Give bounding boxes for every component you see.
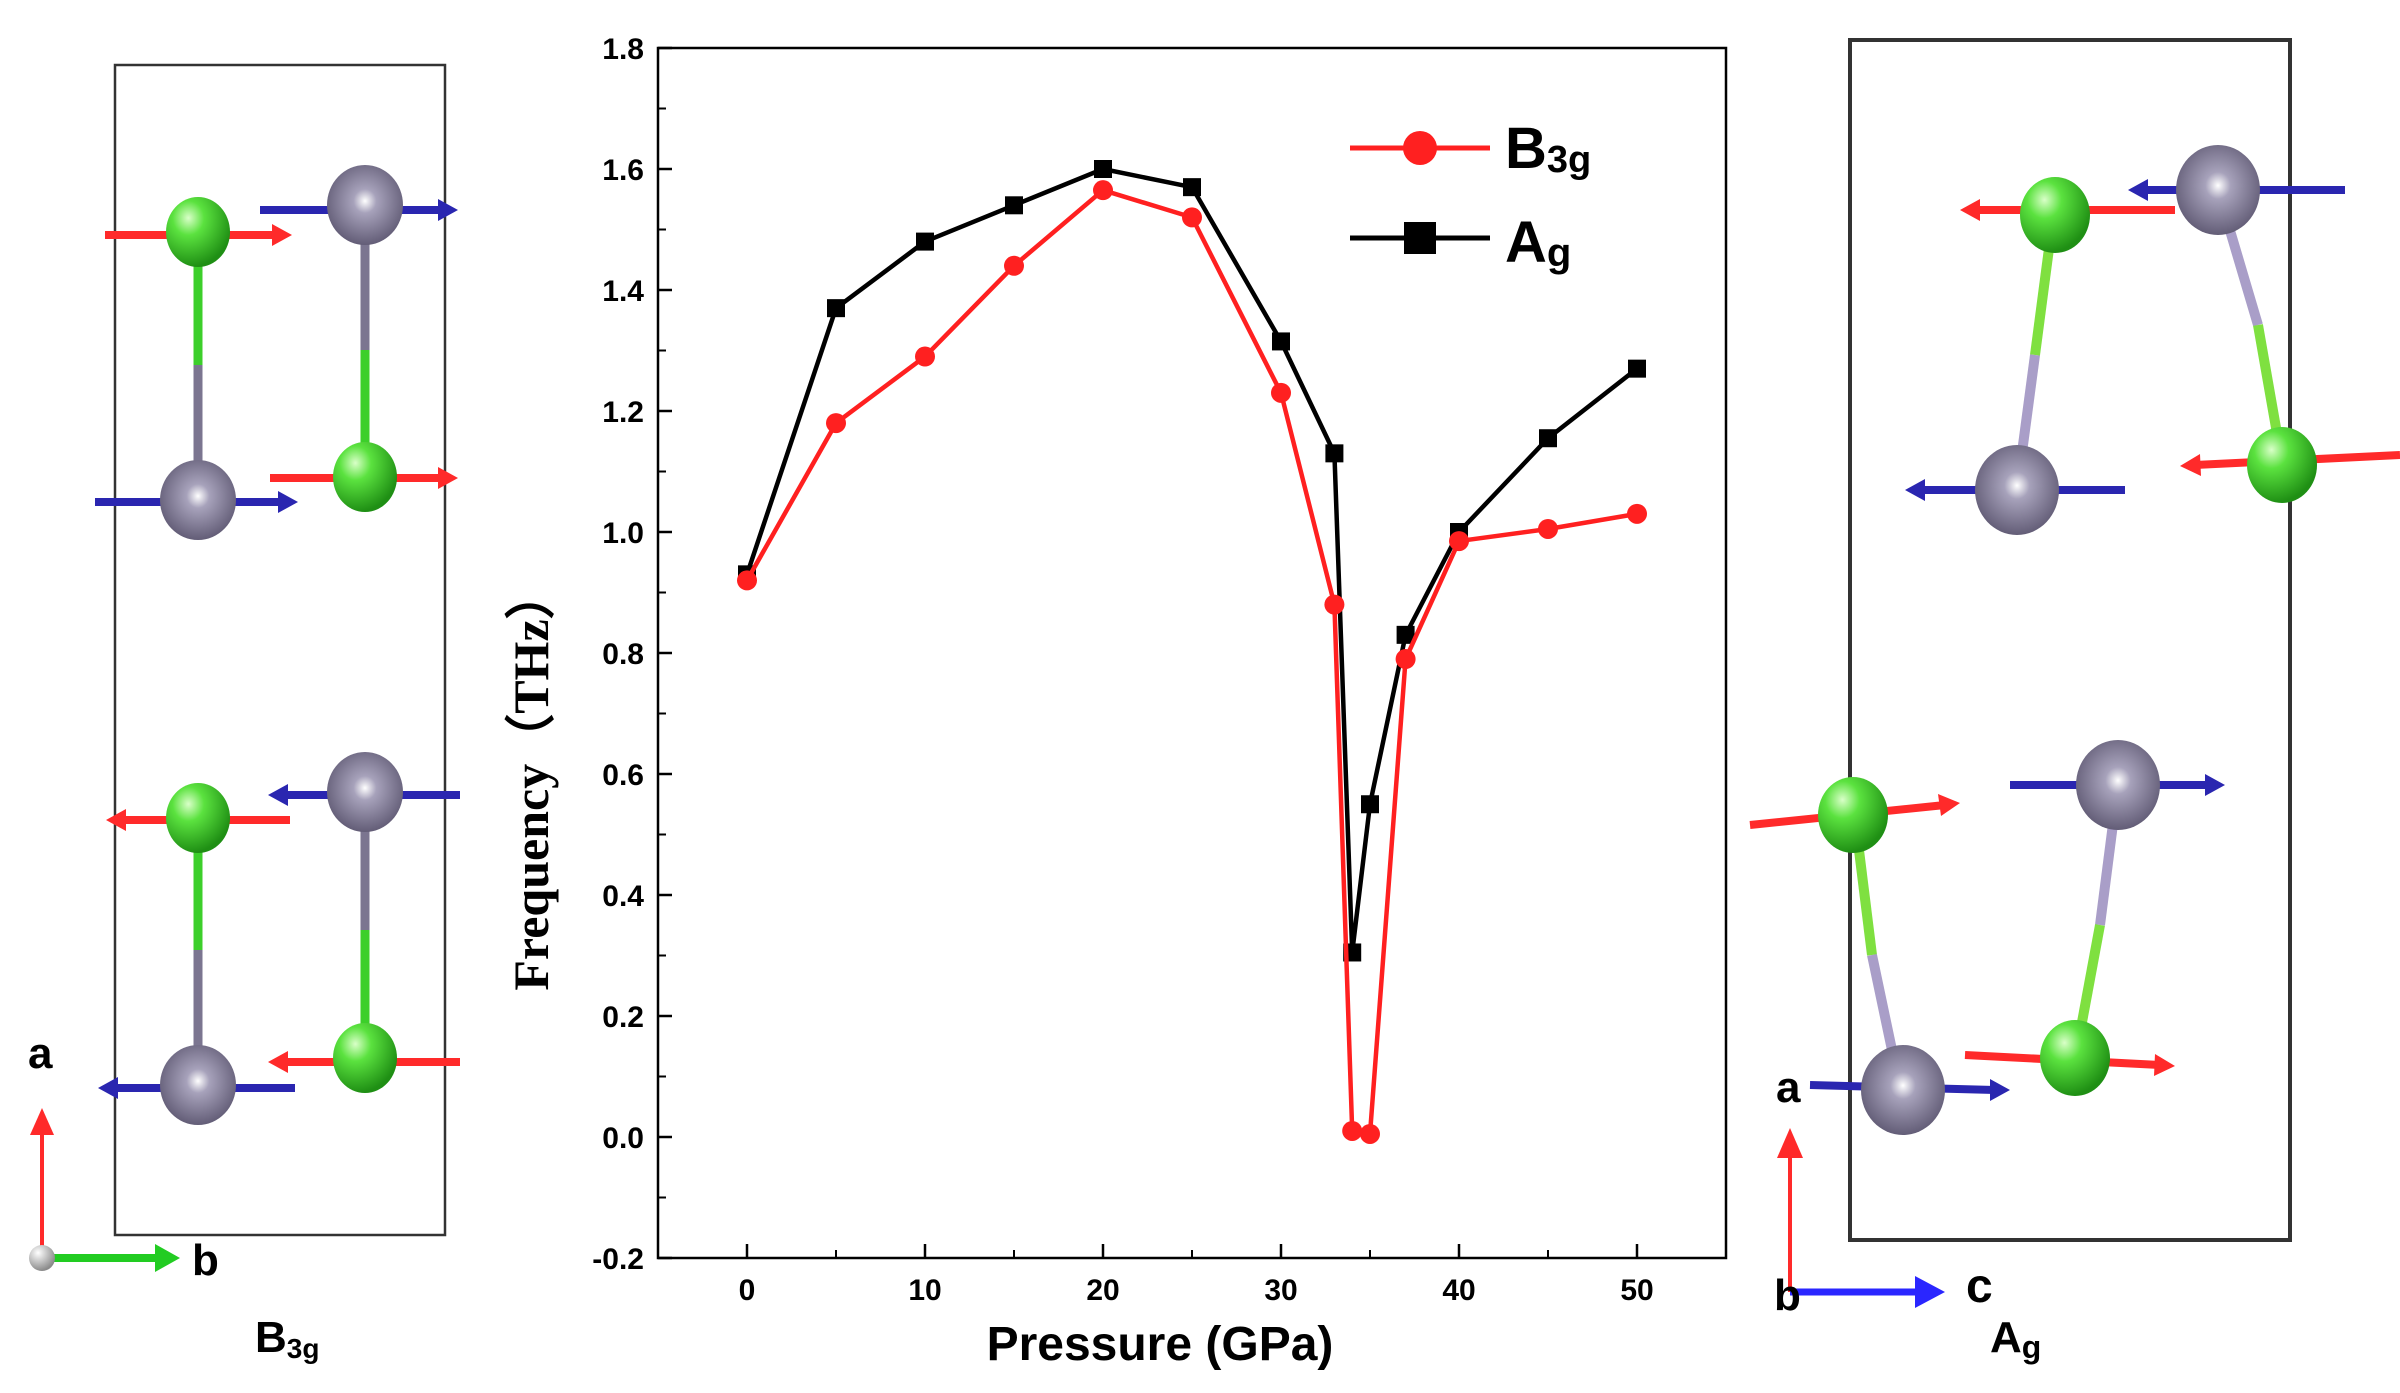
left-bonds (193, 205, 370, 1085)
data-point-b3g (915, 346, 935, 367)
data-point-ag (1628, 359, 1646, 378)
data-point-ag (1325, 444, 1344, 463)
data-point-b3g (1324, 594, 1345, 615)
x-tick-label: 10 (908, 1274, 941, 1307)
right-displacement-arrows (1749, 179, 2400, 1101)
data-point-ag (1361, 795, 1379, 814)
data-point-b3g (1093, 180, 1113, 201)
y-tick-label: 0.2 (602, 1001, 644, 1034)
data-point-ag (1272, 332, 1290, 351)
left-axis-b-label: b (192, 1236, 219, 1285)
legend: B3g Ag (1350, 116, 1591, 275)
right-axis-a-label: a (1776, 1063, 1801, 1112)
data-point-b3g (1360, 1123, 1380, 1144)
data-point-b3g (1342, 1120, 1363, 1141)
series-layer (737, 160, 1647, 1144)
legend-item-ag: Ag (1350, 210, 1571, 275)
right-bonds (1850, 188, 2287, 1090)
y-tick-label: 1.8 (602, 33, 644, 66)
y-tick-label: 1.4 (602, 275, 644, 308)
left-displacement-arrows (95, 199, 460, 1099)
y-tick-label: 0.4 (602, 880, 644, 913)
data-point-ag (1396, 625, 1415, 644)
axis-origin-atom (29, 1245, 55, 1271)
data-point-b3g (1395, 649, 1416, 670)
data-point-ag (827, 299, 845, 318)
left-unit-cell-box (113, 63, 447, 1237)
x-tick-label: 0 (739, 1274, 756, 1307)
data-point-b3g (826, 413, 846, 434)
data-point-b3g (1627, 503, 1647, 524)
data-point-b3g (1271, 382, 1291, 403)
x-tick-label: 20 (1086, 1274, 1119, 1307)
x-tick-label: 40 (1442, 1274, 1475, 1307)
y-axis-label: Frequency（THz） (503, 569, 559, 990)
axis-a-arrowhead (30, 1108, 54, 1135)
series-b3g (737, 180, 1647, 1144)
x-tick-label: 50 (1620, 1274, 1653, 1307)
left-panel-caption: B3g (255, 1313, 319, 1364)
y-tick-label: -0.2 (592, 1243, 644, 1276)
right-axis-b-label: b (1774, 1271, 1801, 1320)
x-tick-label: 30 (1264, 1274, 1297, 1307)
right-panel-caption: Ag (1990, 1313, 2041, 1365)
axis-b-arrowhead (155, 1244, 180, 1272)
data-point-ag (1094, 160, 1112, 178)
plot-frame (656, 46, 1728, 1260)
data-point-b3g (1538, 518, 1558, 539)
right-unit-cell-box (1848, 38, 2292, 1242)
series-line-b3g (745, 187, 1638, 1137)
left-structure-panel: a b B3g (28, 63, 460, 1364)
axis-a-arrowhead (1777, 1128, 1803, 1158)
right-crystal-axes: a b c (1774, 1063, 1993, 1320)
y-axis: -0.2 0.0 0.2 0.4 0.6 0.8 1.0 1.2 1.4 1.6 1.8 (592, 33, 672, 1276)
legend-label-ag: Ag (1505, 210, 1571, 275)
x-axis-label: Pressure (GPa) (987, 1318, 1334, 1371)
y-tick-label: 1.6 (602, 154, 644, 187)
right-atoms (1818, 145, 2317, 1135)
left-atoms (160, 165, 403, 1125)
frequency-chart: -0.2 0.0 0.2 0.4 0.6 0.8 1.0 1.2 1.4 1.6 1.8 0 10 20… (503, 33, 1728, 1371)
data-point-ag (916, 232, 934, 251)
right-axis-c-label: c (1966, 1260, 1993, 1313)
y-tick-label: 1.2 (602, 396, 644, 429)
data-point-ag (1539, 429, 1557, 448)
data-point-ag (1005, 196, 1023, 215)
legend-item-b3g: B3g (1350, 116, 1591, 181)
x-axis: 0 10 20 30 40 50 (739, 1244, 1654, 1307)
y-tick-label: 0.0 (602, 1122, 644, 1155)
series-ag (738, 160, 1646, 962)
legend-label-b3g: B3g (1505, 116, 1591, 181)
y-tick-label: 0.6 (602, 759, 644, 792)
data-point-b3g (1449, 531, 1469, 552)
series-line-ag (744, 166, 1639, 955)
data-point-ag (1183, 178, 1201, 197)
y-tick-label: 0.8 (602, 638, 644, 671)
y-tick-label: 1.0 (602, 517, 644, 550)
axis-c-arrowhead (1915, 1276, 1945, 1308)
left-crystal-axes: a b (28, 1029, 219, 1285)
data-point-b3g (1182, 207, 1202, 228)
right-structure-panel: a b c Ag (1749, 38, 2400, 1365)
left-axis-a-label: a (28, 1029, 53, 1078)
data-point-b3g (1004, 255, 1024, 276)
data-point-b3g (737, 570, 757, 591)
